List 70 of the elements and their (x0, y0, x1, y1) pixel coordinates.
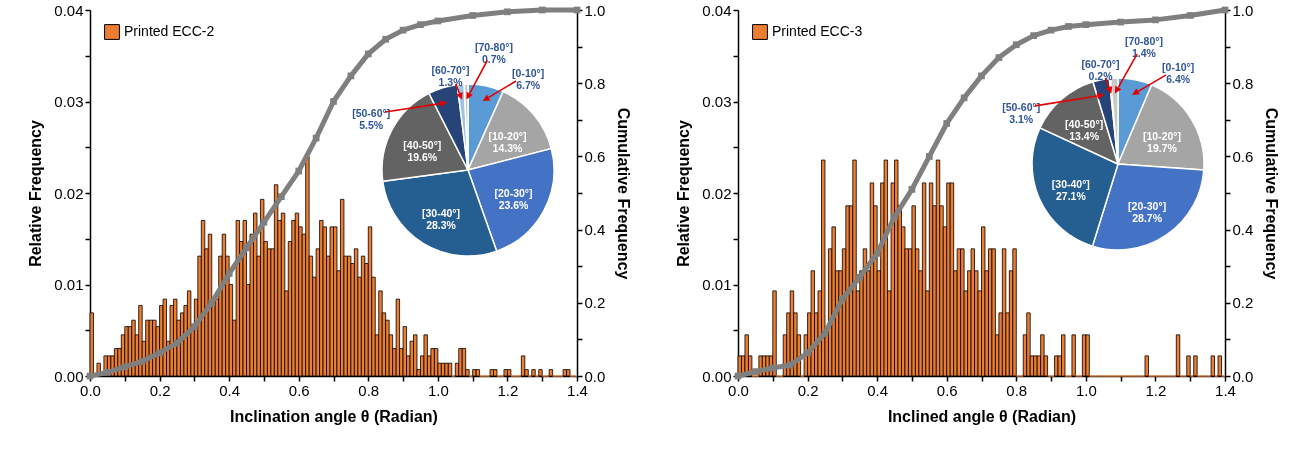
y2-axis-title: Cumulative Frequency (615, 107, 633, 280)
slice-label: [10-20°] (1142, 130, 1182, 143)
y2-axis-title: Cumulative Frequency (1263, 107, 1281, 280)
data-label: 13.4% (1069, 130, 1100, 143)
slice-label: [30-40°] (1051, 177, 1090, 190)
x-tick-label: 0.2 (797, 381, 819, 399)
legend-label: Printed ECC-2 (124, 23, 215, 39)
data-label: 3.1% (1009, 113, 1034, 126)
y2-tick-label: 0.8 (1232, 74, 1254, 92)
y-tick-label: 0.04 (702, 1, 732, 19)
x-tick-label: 0.4 (867, 381, 889, 399)
x-tick-label: 0.8 (358, 381, 380, 399)
slice-label: [20-30°] (1128, 199, 1167, 212)
slice-label: [0-10°] (1162, 60, 1195, 73)
slice-label: [40-50°] (1065, 118, 1104, 131)
x-tick-label: 0.6 (288, 381, 310, 399)
data-label: 0.7% (481, 53, 507, 66)
y-tick-label: 0.01 (54, 276, 84, 293)
y2-tick-label: 1.0 (1232, 1, 1254, 19)
x-tick-label: 0.6 (936, 381, 958, 399)
slice-label: [0-10°] (512, 66, 545, 79)
slice-label: [20-30°] (494, 187, 533, 200)
x-tick-label: 1.0 (1075, 381, 1097, 399)
data-label: 27.1% (1055, 189, 1087, 202)
y2-tick-label: 0.4 (584, 221, 606, 239)
slice-label: [60-70°] (1081, 57, 1120, 70)
y2-tick-label: 0.6 (584, 147, 606, 165)
y-tick-label: 0.02 (702, 184, 732, 202)
x-tick-label: 1.0 (427, 381, 449, 399)
data-label: 6.7% (516, 78, 541, 91)
slice-label: [40-50°] (403, 139, 442, 151)
data-label: 19.7% (1147, 142, 1178, 155)
y2-tick-label: 0.2 (584, 294, 606, 312)
x-tick-label: 0.8 (1006, 381, 1028, 399)
y2-tick-label: 0.8 (584, 74, 606, 92)
y2-tick-label: 0.4 (1232, 221, 1254, 239)
slice-label: [10-20°] (488, 129, 527, 142)
y-tick-label: 0.02 (54, 184, 84, 202)
data-label: 1.4% (1131, 47, 1157, 60)
y-tick-label: 0.04 (54, 1, 84, 19)
data-label: 28.3% (426, 219, 457, 231)
data-label: 14.3% (492, 141, 523, 154)
slice-label: [70-80°] (474, 41, 513, 54)
data-label: 1.3% (438, 75, 464, 88)
x-tick-label: 1.2 (1145, 381, 1167, 399)
x-tick-label: 1.2 (497, 381, 519, 399)
x-tick-label: 0.2 (149, 381, 171, 399)
data-label: 0.2% (1088, 69, 1114, 82)
slice-label: [50-60°] (352, 107, 391, 120)
slice-label: [70-80°] (1124, 35, 1163, 48)
y-tick-label: 0.03 (54, 93, 84, 110)
y2-tick-label: 0.6 (1232, 147, 1254, 165)
data-label: 23.6% (498, 199, 530, 212)
y-tick-label: 0.01 (702, 276, 732, 293)
data-label: 19.6% (407, 151, 438, 163)
data-label: 6.4% (1166, 72, 1191, 85)
data-label: 28.7% (1132, 211, 1163, 224)
x-axis-title: Inclined angle θ (Radian) (887, 407, 1077, 425)
slice-label: [30-40°] (422, 207, 461, 219)
x-tick-label: 0.4 (219, 381, 241, 399)
y-tick-label: 0.03 (702, 93, 732, 110)
slice-label: [50-60°] (1002, 101, 1041, 114)
data-label: 5.5% (359, 119, 384, 132)
slice-label: [60-70°] (431, 63, 470, 76)
y-axis-title: Relative Frequency (675, 120, 693, 267)
x-axis-title: Inclination angle θ (Radian) (230, 407, 438, 425)
y2-tick-label: 0.2 (1232, 294, 1254, 312)
y-axis-title: Relative Frequency (27, 120, 45, 267)
legend-label: Printed ECC-3 (772, 23, 863, 39)
y2-tick-label: 1.0 (584, 1, 606, 19)
